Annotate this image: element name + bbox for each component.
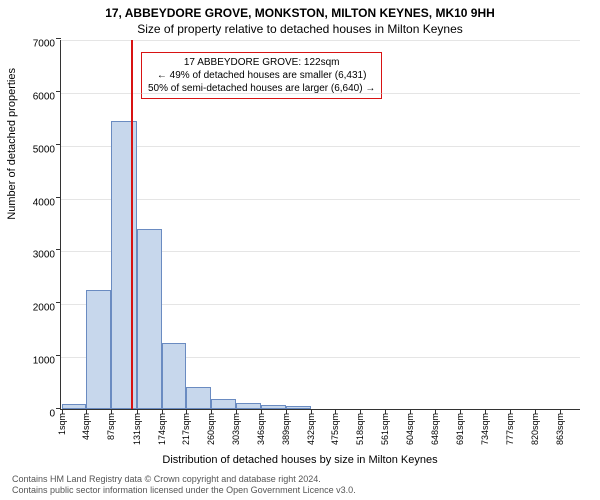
x-tick-label: 691sqm xyxy=(455,409,465,445)
x-tick-label: 648sqm xyxy=(430,409,440,445)
x-tick-label: 87sqm xyxy=(106,409,116,440)
footer-line-1: Contains HM Land Registry data © Crown c… xyxy=(12,474,588,485)
x-tick-label: 217sqm xyxy=(181,409,191,445)
footer-line-2: Contains public sector information licen… xyxy=(12,485,588,496)
y-tick-label: 4000 xyxy=(33,197,61,208)
y-tick-label: 1000 xyxy=(33,356,61,367)
x-tick-label: 604sqm xyxy=(405,409,415,445)
plot-area: 17 ABBEYDORE GROVE: 122sqm ← 49% of deta… xyxy=(60,40,580,410)
x-tick-label: 777sqm xyxy=(505,409,515,445)
x-tick-label: 863sqm xyxy=(555,409,565,445)
x-tick-label: 820sqm xyxy=(530,409,540,445)
grid-line xyxy=(61,146,580,147)
y-axis-label: Number of detached properties xyxy=(6,68,18,220)
y-tick-mark xyxy=(56,302,61,303)
histogram-chart: 17 ABBEYDORE GROVE: 122sqm ← 49% of deta… xyxy=(60,40,580,410)
y-tick-mark xyxy=(56,91,61,92)
y-tick-label: 6000 xyxy=(33,91,61,102)
histogram-bar xyxy=(186,387,211,409)
page-subtitle: Size of property relative to detached ho… xyxy=(0,20,600,36)
grid-line xyxy=(61,40,580,41)
y-tick-label: 2000 xyxy=(33,303,61,314)
x-tick-label: 432sqm xyxy=(306,409,316,445)
x-tick-label: 303sqm xyxy=(231,409,241,445)
x-tick-label: 475sqm xyxy=(330,409,340,445)
x-tick-label: 389sqm xyxy=(281,409,291,445)
marker-line xyxy=(131,40,133,409)
y-tick-mark xyxy=(56,249,61,250)
y-tick-mark xyxy=(56,197,61,198)
histogram-bar xyxy=(86,290,111,409)
x-tick-label: 44sqm xyxy=(81,409,91,440)
y-tick-mark xyxy=(56,144,61,145)
histogram-bar xyxy=(162,343,187,409)
x-tick-label: 518sqm xyxy=(355,409,365,445)
grid-line xyxy=(61,199,580,200)
y-tick-mark xyxy=(56,355,61,356)
y-tick-label: 7000 xyxy=(33,39,61,50)
x-tick-label: 1sqm xyxy=(57,409,67,435)
annotation-line-1: 17 ABBEYDORE GROVE: 122sqm xyxy=(148,56,375,69)
x-tick-label: 734sqm xyxy=(480,409,490,445)
page-title: 17, ABBEYDORE GROVE, MONKSTON, MILTON KE… xyxy=(0,0,600,20)
y-tick-label: 5000 xyxy=(33,144,61,155)
annotation-line-2: ← 49% of detached houses are smaller (6,… xyxy=(148,69,375,82)
x-axis-label: Distribution of detached houses by size … xyxy=(0,454,600,466)
y-tick-mark xyxy=(56,38,61,39)
footer: Contains HM Land Registry data © Crown c… xyxy=(12,474,588,496)
x-tick-label: 561sqm xyxy=(380,409,390,445)
x-tick-label: 174sqm xyxy=(157,409,167,445)
x-tick-label: 131sqm xyxy=(132,409,142,445)
histogram-bar xyxy=(211,399,236,409)
x-tick-label: 346sqm xyxy=(256,409,266,445)
histogram-bar xyxy=(137,229,162,409)
grid-line xyxy=(61,93,580,94)
x-tick-label: 260sqm xyxy=(206,409,216,445)
y-tick-label: 3000 xyxy=(33,250,61,261)
